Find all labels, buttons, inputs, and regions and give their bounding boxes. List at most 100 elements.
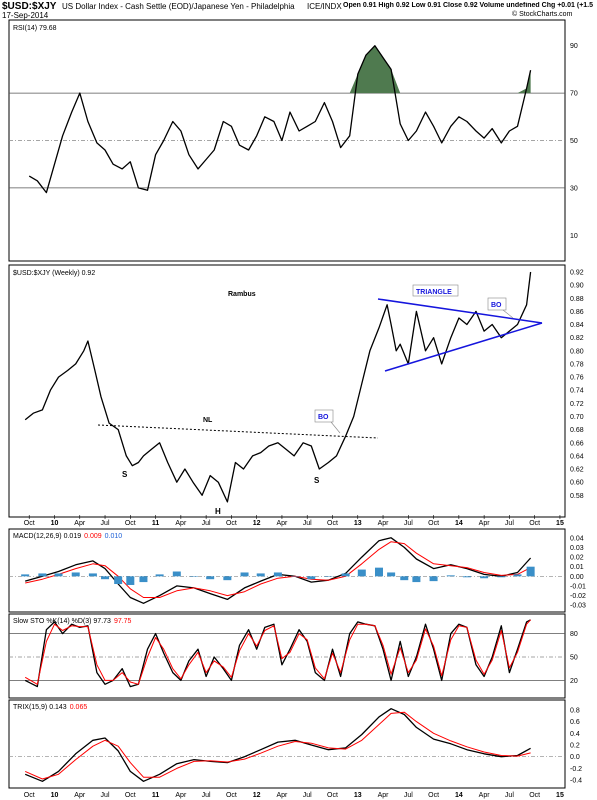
stochastic-ytick-label: 20 bbox=[570, 678, 578, 685]
price-ytick-label: 0.76 bbox=[570, 375, 584, 382]
time-axis-label: 13 bbox=[354, 520, 362, 527]
stockcharts-credit: © StockCharts.com bbox=[512, 11, 573, 18]
macd-legend-value: 0.019 bbox=[64, 533, 82, 540]
trix-panel-frame bbox=[8, 699, 566, 789]
breakout-callout-1: BO bbox=[314, 409, 341, 434]
time-axis-label: Jul bbox=[303, 520, 312, 527]
price-series--usd-xjy bbox=[24, 271, 532, 503]
macd-histogram-bar bbox=[480, 576, 489, 579]
macd-histogram-bar bbox=[256, 573, 265, 577]
trix-ytick-label: -0.4 bbox=[570, 778, 582, 785]
triangle-upper-line bbox=[377, 298, 543, 324]
quote-line: Open 0.91 High 0.92 Low 0.91 Close 0.92 … bbox=[343, 2, 593, 9]
trix-ytick-label: 0.8 bbox=[570, 707, 580, 714]
price-ytick-label: 0.74 bbox=[570, 388, 584, 395]
rsi-legend: RSI(14) 79.68 bbox=[13, 25, 57, 32]
time-axis-label: Jul bbox=[505, 792, 514, 799]
macd-ytick-label: 0.01 bbox=[570, 564, 584, 571]
macd-histogram-bar bbox=[21, 574, 30, 577]
time-axis-label: Apr bbox=[74, 520, 86, 527]
macd-ytick-label: 0.02 bbox=[570, 555, 584, 562]
macd-histogram-bar bbox=[206, 576, 215, 580]
time-axis-label: Oct bbox=[125, 792, 136, 799]
macd-histogram-bar bbox=[38, 573, 47, 577]
stochastic-series--d bbox=[24, 619, 531, 685]
sto-legend-d: 97.75 bbox=[114, 618, 132, 625]
time-axis-label: Oct bbox=[529, 792, 540, 799]
price-ytick-label: 0.84 bbox=[570, 322, 584, 329]
macd-series-signal bbox=[25, 541, 531, 598]
rsi-series-rsi-14- bbox=[28, 45, 532, 194]
time-axis-label: Oct bbox=[327, 792, 338, 799]
time-axis-label: Oct bbox=[226, 792, 237, 799]
macd-histogram-bar bbox=[189, 576, 198, 577]
time-axis-label: Apr bbox=[378, 792, 390, 799]
time-axis-label: 10 bbox=[51, 792, 59, 799]
time-axis-label: 12 bbox=[253, 792, 261, 799]
breakout-label-1: BO bbox=[318, 414, 329, 421]
macd-histogram-bar bbox=[88, 573, 97, 577]
time-axis-label: 12 bbox=[253, 520, 261, 527]
price-ytick-label: 0.70 bbox=[570, 414, 584, 421]
macd-histogram-bar bbox=[126, 576, 135, 585]
macd-histogram-bar bbox=[374, 567, 383, 577]
time-axis-label: Jul bbox=[202, 792, 211, 799]
rsi-ytick-label: 30 bbox=[570, 185, 578, 192]
macd-histogram-bar bbox=[54, 573, 63, 577]
time-axis-label: 15 bbox=[556, 792, 564, 799]
macd-histogram-bar bbox=[446, 575, 455, 577]
trix-legend: TRIX(15,9) 0.143 0.065 bbox=[13, 704, 87, 711]
trix-series-signal bbox=[24, 711, 531, 780]
macd-histogram-bar bbox=[223, 576, 232, 581]
macd-legend: MACD(12,26,9) 0.019 0.009 0.010 bbox=[13, 533, 122, 540]
time-axis-label: Apr bbox=[175, 792, 187, 799]
time-axis-label: Apr bbox=[479, 792, 491, 799]
sto-legend-k: 97.73 bbox=[93, 618, 111, 625]
time-axis-label: Oct bbox=[226, 520, 237, 527]
breakout-callout-2: BO bbox=[487, 297, 514, 319]
macd-histogram-bar bbox=[429, 576, 438, 582]
time-axis-label: Oct bbox=[125, 520, 136, 527]
chart-date: 17-Sep-2014 bbox=[2, 11, 49, 20]
macd-histogram-bar bbox=[101, 576, 110, 580]
macd-histogram-bar bbox=[139, 576, 148, 583]
price-ytick-label: 0.64 bbox=[570, 453, 584, 460]
rsi-ytick-label: 10 bbox=[570, 233, 578, 240]
neckline-label: NL bbox=[203, 417, 213, 424]
time-axis-label: Jul bbox=[303, 792, 312, 799]
stochastic-series--k bbox=[24, 619, 531, 688]
macd-ytick-label: 0.00 bbox=[570, 574, 584, 581]
price-panel-frame bbox=[8, 264, 566, 518]
price-ytick-label: 0.82 bbox=[570, 335, 584, 342]
stochastic-ytick-label: 80 bbox=[570, 631, 578, 638]
macd-legend-hist: 0.010 bbox=[105, 533, 123, 540]
chart-description: US Dollar Index - Cash Settle (EOD)/Japa… bbox=[62, 2, 295, 11]
macd-histogram-bar bbox=[357, 569, 366, 577]
chart-symbol: $USD:$XJY bbox=[2, 1, 57, 12]
trix-legend-value: 0.143 bbox=[49, 704, 67, 711]
price-ytick-label: 0.92 bbox=[570, 270, 584, 277]
trix-legend-name: TRIX(15,9) bbox=[13, 704, 47, 711]
time-axis-label: Oct bbox=[24, 520, 35, 527]
macd-ytick-label: -0.02 bbox=[570, 593, 586, 600]
time-axis-label: 14 bbox=[455, 792, 463, 799]
macd-histogram-bar bbox=[273, 572, 282, 577]
macd-ytick-label: 0.04 bbox=[570, 535, 584, 542]
macd-histogram-bar bbox=[172, 571, 181, 577]
price-ytick-label: 0.90 bbox=[570, 283, 584, 290]
time-axis-label: Jul bbox=[101, 792, 110, 799]
triangle-label: TRIANGLE bbox=[416, 289, 452, 296]
stochastic-ytick-label: 50 bbox=[570, 655, 578, 662]
time-axis-label: 11 bbox=[152, 792, 160, 799]
macd-histogram-bar bbox=[526, 566, 535, 577]
price-legend: $USD:$XJY (Weekly) 0.92 bbox=[13, 270, 95, 277]
trix-ytick-label: -0.2 bbox=[570, 766, 582, 773]
macd-histogram-bar bbox=[412, 576, 421, 583]
macd-histogram-bar bbox=[240, 572, 249, 577]
macd-histogram-bar bbox=[291, 576, 300, 577]
price-ytick-label: 0.62 bbox=[570, 467, 584, 474]
rsi-ytick-label: 70 bbox=[570, 91, 578, 98]
price-title: Rambus bbox=[228, 291, 256, 298]
right-shoulder-label: S bbox=[314, 476, 320, 485]
trix-ytick-label: 0.4 bbox=[570, 731, 580, 738]
